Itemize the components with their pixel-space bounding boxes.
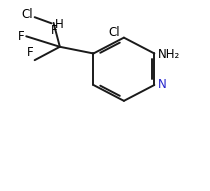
Text: Cl: Cl: [21, 8, 33, 21]
Text: N: N: [158, 79, 166, 91]
Text: F: F: [27, 46, 34, 59]
Text: Cl: Cl: [108, 26, 120, 39]
Text: F: F: [18, 30, 25, 43]
Text: NH₂: NH₂: [158, 48, 180, 61]
Text: H: H: [55, 18, 63, 31]
Text: F: F: [51, 24, 57, 37]
